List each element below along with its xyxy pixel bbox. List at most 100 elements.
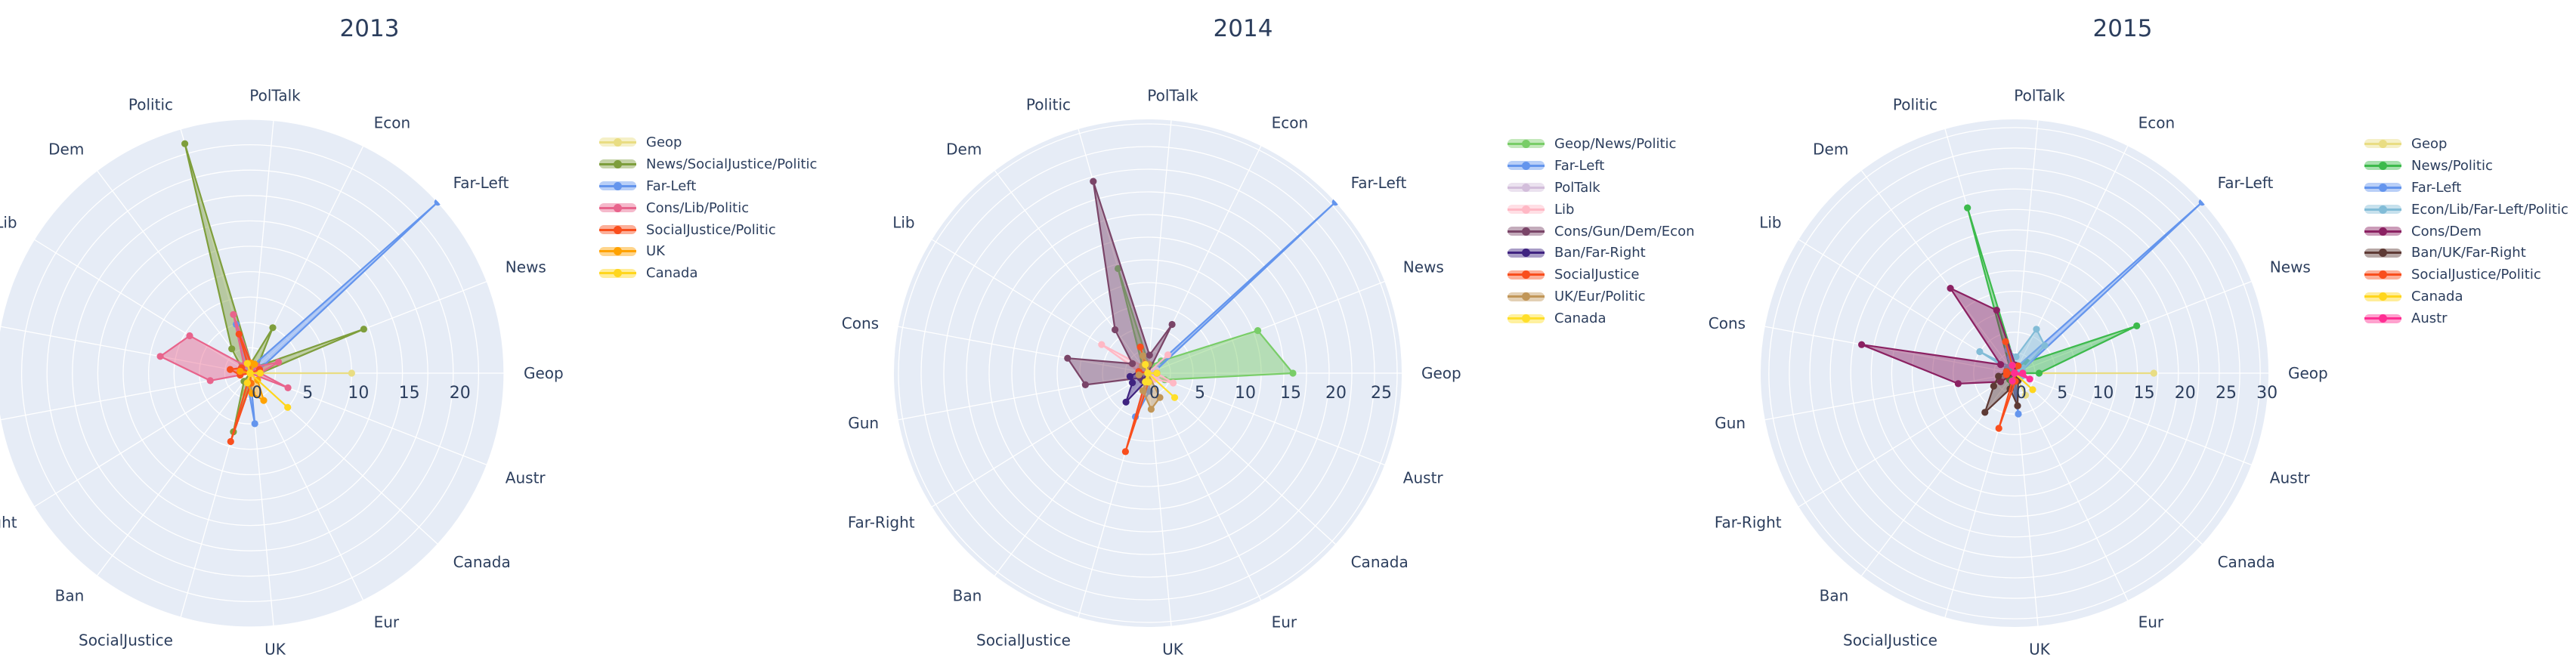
legend-item-geop-news-politic[interactable]: Geop/News/Politic bbox=[1508, 133, 1694, 155]
radial-tick-5: 5 bbox=[1195, 384, 1205, 403]
data-point-geop-news-politic-news bbox=[1254, 327, 1262, 335]
legend-label: SocialJustice/Politic bbox=[2411, 267, 2541, 283]
radar-chart-2015: 0 5 10 15 20 25 30 Geop News Far-Left Econ PolTalk P… bbox=[1709, 15, 2328, 659]
axis-label-cons: Cons bbox=[842, 314, 879, 332]
data-point-far-left-uk bbox=[251, 420, 258, 428]
data-point-geop-news-politic-geop bbox=[1289, 369, 1297, 377]
data-point-far-left-far-left bbox=[434, 199, 441, 206]
data-point-canada-geop bbox=[1153, 369, 1161, 377]
legend-item-far-left[interactable]: Far-Left bbox=[2364, 177, 2568, 199]
legend-item-econ-lib-far-left-politic[interactable]: Econ/Lib/Far-Left/Politic bbox=[2364, 199, 2568, 221]
legend-swatch-icon bbox=[1508, 139, 1545, 149]
data-point-canada-canada bbox=[284, 403, 292, 411]
data-point-socialjustice-politic-cons bbox=[227, 366, 234, 373]
radial-tick-5: 5 bbox=[2057, 384, 2067, 403]
data-point-cons-dem-gun bbox=[1954, 380, 1962, 388]
legend-marker-icon bbox=[1522, 314, 1530, 323]
axis-label-canada: Canada bbox=[2218, 553, 2275, 571]
data-point-uk-uk bbox=[248, 390, 256, 397]
legend-item-cons-dem[interactable]: Cons/Dem bbox=[2364, 221, 2568, 242]
radial-tick-10: 10 bbox=[348, 384, 369, 403]
legend-item-poltalk[interactable]: PolTalk bbox=[1508, 177, 1694, 199]
legend-item-canada[interactable]: Canada bbox=[599, 262, 817, 284]
data-point-austr-politic bbox=[2009, 362, 2016, 369]
data-point-cons-gun-dem-econ-poltalk bbox=[1146, 351, 1153, 359]
data-point-canada-politic bbox=[243, 360, 251, 367]
legend-item-far-left[interactable]: Far-Left bbox=[1508, 155, 1694, 177]
radar-chart-2013: 0 5 10 15 20 Geop News Far-Left Econ PolTalk Polit… bbox=[0, 15, 564, 659]
legend-swatch-icon bbox=[599, 137, 636, 147]
radial-tick-5: 5 bbox=[302, 384, 313, 403]
legend-swatch-icon bbox=[2364, 205, 2401, 215]
data-point-lib-austr bbox=[1170, 379, 1177, 387]
legend-item-socialjustice-politic[interactable]: SocialJustice/Politic bbox=[599, 219, 817, 241]
legend-2015: Geop News/Politic Far-Left Econ/Lib/Far-Lef… bbox=[2364, 133, 2568, 329]
legend-marker-icon bbox=[2379, 161, 2387, 170]
legend-marker-icon bbox=[614, 203, 622, 212]
legend-item-socialjustice[interactable]: SocialJustice bbox=[1508, 264, 1694, 286]
legend-item-geop[interactable]: Geop bbox=[599, 131, 817, 153]
legend-swatch-icon bbox=[1508, 313, 1545, 323]
legend-item-canada[interactable]: Canada bbox=[1508, 307, 1694, 329]
legend-swatch-icon bbox=[2364, 183, 2401, 193]
legend-item-ban-far-right[interactable]: Ban/Far-Right bbox=[1508, 242, 1694, 264]
radial-tick-20: 20 bbox=[2175, 384, 2196, 403]
data-point-canada-austr bbox=[246, 369, 254, 377]
data-point-uk-eur-politic-socialjustice bbox=[1139, 387, 1146, 394]
data-point-socialjustice-politic-econ bbox=[2015, 362, 2022, 369]
axis-label-eur: Eur bbox=[2138, 613, 2164, 632]
axis-label-ban: Ban bbox=[55, 587, 85, 605]
data-point-austr-socialjustice bbox=[2009, 377, 2016, 385]
data-point-cons-gun-dem-econ-lib bbox=[1129, 360, 1136, 367]
legend-item-news-socialjustice-politic[interactable]: News/SocialJustice/Politic bbox=[599, 153, 817, 175]
legend-label: Far-Left bbox=[646, 178, 697, 194]
data-point-canada-canada bbox=[1170, 394, 1179, 401]
legend-swatch-icon bbox=[1508, 183, 1545, 193]
legend-marker-icon bbox=[1522, 249, 1530, 258]
radial-tick-15: 15 bbox=[1280, 384, 1301, 403]
axis-label-far-left: Far-Left bbox=[1351, 174, 1407, 192]
data-point-canada-canada bbox=[2029, 386, 2036, 394]
axis-label-poltalk: PolTalk bbox=[249, 87, 301, 105]
legend-item-uk[interactable]: UK bbox=[599, 240, 817, 262]
legend-label: Canada bbox=[1554, 310, 1607, 327]
axis-label-far-left: Far-Left bbox=[453, 174, 509, 192]
axis-label-canada: Canada bbox=[1351, 553, 1409, 571]
legend-item-uk-eur-politic[interactable]: UK/Eur/Politic bbox=[1508, 286, 1694, 307]
data-point-austr-geop bbox=[2019, 369, 2027, 377]
axis-label-far-left: Far-Left bbox=[2218, 174, 2274, 192]
data-point-econ-lib-far-left-politic-econ bbox=[2033, 326, 2040, 333]
legend-label: Cons/Gun/Dem/Econ bbox=[1554, 223, 1695, 239]
axis-label-lib: Lib bbox=[1759, 214, 1781, 232]
legend-label: Ban/UK/Far-Right bbox=[2411, 245, 2526, 261]
legend-item-ban-uk-far-right[interactable]: Ban/UK/Far-Right bbox=[2364, 242, 2568, 264]
data-point-uk-eur-politic-eur bbox=[1156, 394, 1164, 401]
axis-label-news: News bbox=[506, 258, 546, 276]
radial-tick-20: 20 bbox=[450, 384, 471, 403]
data-point-cons-lib-politic-news bbox=[275, 358, 283, 366]
legend-swatch-icon bbox=[2364, 139, 2401, 149]
legend-item-socialjustice-politic[interactable]: SocialJustice/Politic bbox=[2364, 264, 2568, 286]
legend-swatch-icon bbox=[599, 203, 636, 213]
data-point-econ-lib-far-left-politic-far-left bbox=[2041, 341, 2049, 350]
legend-swatch-icon bbox=[2364, 161, 2401, 171]
legend-item-cons-lib-politic[interactable]: Cons/Lib/Politic bbox=[599, 197, 817, 219]
legend-marker-icon bbox=[1522, 292, 1530, 301]
data-point-cons-dem-cons bbox=[1858, 341, 1866, 348]
axis-label-geop: Geop bbox=[524, 364, 564, 382]
legend-label: Geop bbox=[646, 134, 682, 150]
legend-item-canada[interactable]: Canada bbox=[2364, 286, 2568, 307]
axis-label-news: News bbox=[1403, 258, 1444, 276]
axis-label-austr: Austr bbox=[2270, 468, 2311, 486]
legend-marker-icon bbox=[614, 159, 622, 168]
legend-label: News/Politic bbox=[2411, 157, 2493, 174]
legend-item-geop[interactable]: Geop bbox=[2364, 133, 2568, 155]
legend-item-austr[interactable]: Austr bbox=[2364, 307, 2568, 329]
axis-label-socialjustice: SocialJustice bbox=[79, 631, 173, 649]
legend-item-lib[interactable]: Lib bbox=[1508, 199, 1694, 221]
legend-swatch-icon bbox=[1508, 161, 1545, 171]
legend-swatch-icon bbox=[1508, 292, 1545, 301]
legend-item-cons-gun-dem-econ[interactable]: Cons/Gun/Dem/Econ bbox=[1508, 221, 1694, 242]
legend-item-far-left[interactable]: Far-Left bbox=[599, 175, 817, 197]
legend-item-news-politic[interactable]: News/Politic bbox=[2364, 155, 2568, 177]
